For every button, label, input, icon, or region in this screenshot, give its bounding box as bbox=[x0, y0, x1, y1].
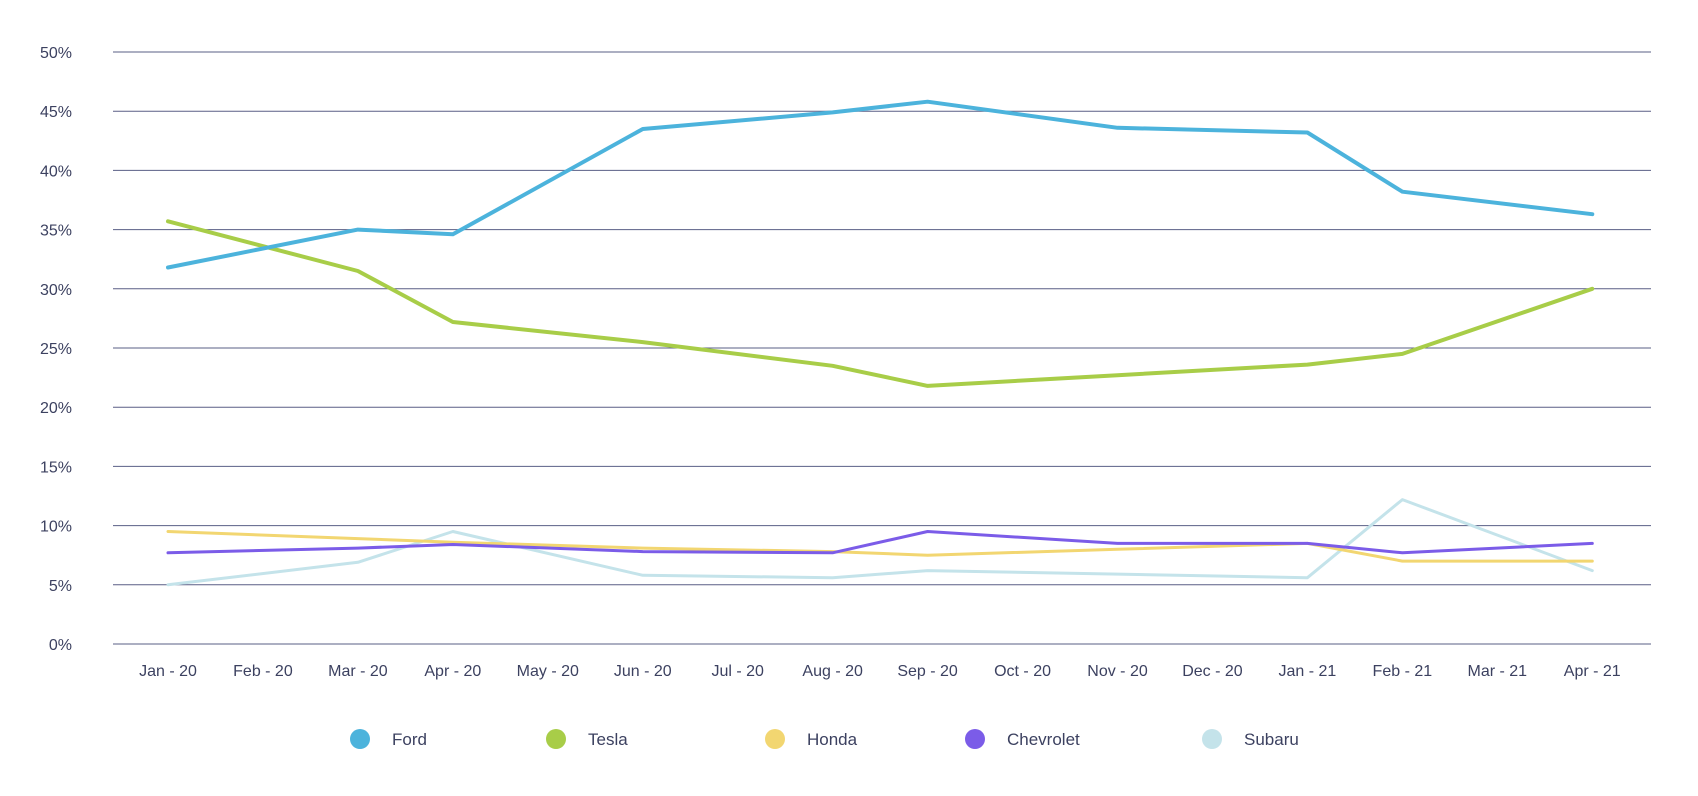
x-tick-label: Feb - 20 bbox=[233, 663, 293, 680]
x-tick-label: Mar - 21 bbox=[1468, 663, 1528, 680]
series-line-tesla bbox=[166, 219, 1595, 388]
legend-marker-honda bbox=[765, 729, 785, 749]
y-tick-label: 40% bbox=[40, 163, 72, 180]
y-tick-label: 10% bbox=[40, 519, 72, 536]
series-line-chevrolet bbox=[166, 530, 1594, 555]
y-tick-label: 5% bbox=[49, 578, 72, 595]
x-tick-label: Apr - 21 bbox=[1564, 663, 1621, 680]
legend-label-subaru: Subaru bbox=[1244, 730, 1299, 749]
series-lines bbox=[166, 99, 1595, 587]
x-tick-label: Jan - 20 bbox=[139, 663, 197, 680]
x-tick-label: Feb - 21 bbox=[1373, 663, 1433, 680]
legend-marker-chevrolet bbox=[965, 729, 985, 749]
x-tick-label: Jun - 20 bbox=[614, 663, 672, 680]
legend-label-honda: Honda bbox=[807, 730, 858, 749]
x-tick-label: Dec - 20 bbox=[1182, 663, 1243, 680]
x-axis-ticks: Jan - 20 Feb - 20 Mar - 20 Apr - 20 May - 20… bbox=[139, 663, 1621, 680]
legend-label-tesla: Tesla bbox=[588, 730, 628, 749]
x-tick-label: Jul - 20 bbox=[711, 663, 764, 680]
x-tick-label: Mar - 20 bbox=[328, 663, 388, 680]
y-tick-label: 35% bbox=[40, 223, 72, 240]
x-tick-label: Nov - 20 bbox=[1087, 663, 1148, 680]
legend: Ford Tesla Honda Chevrolet Subaru bbox=[350, 729, 1299, 749]
gridlines bbox=[113, 51, 1651, 645]
x-tick-label: Aug - 20 bbox=[802, 663, 863, 680]
legend-marker-ford bbox=[350, 729, 370, 749]
x-tick-label: Jan - 21 bbox=[1278, 663, 1336, 680]
x-tick-label: Sep - 20 bbox=[897, 663, 958, 680]
x-tick-label: May - 20 bbox=[517, 663, 579, 680]
legend-label-ford: Ford bbox=[392, 730, 427, 749]
y-axis-ticks: 0% 5% 10% 15% 20% 25% 30% 35% 40% 45% 50% bbox=[40, 45, 72, 654]
legend-marker-subaru bbox=[1202, 729, 1222, 749]
y-tick-label: 50% bbox=[40, 45, 72, 62]
y-tick-label: 20% bbox=[40, 400, 72, 417]
y-tick-label: 30% bbox=[40, 282, 72, 299]
y-tick-label: 25% bbox=[40, 341, 72, 358]
x-tick-label: Apr - 20 bbox=[424, 663, 481, 680]
y-tick-label: 0% bbox=[49, 637, 72, 654]
legend-marker-tesla bbox=[546, 729, 566, 749]
y-tick-label: 15% bbox=[40, 459, 72, 476]
series-line-honda bbox=[166, 530, 1594, 563]
y-tick-label: 45% bbox=[40, 104, 72, 121]
x-tick-label: Oct - 20 bbox=[994, 663, 1051, 680]
series-line-ford bbox=[166, 99, 1595, 270]
legend-label-chevrolet: Chevrolet bbox=[1007, 730, 1080, 749]
